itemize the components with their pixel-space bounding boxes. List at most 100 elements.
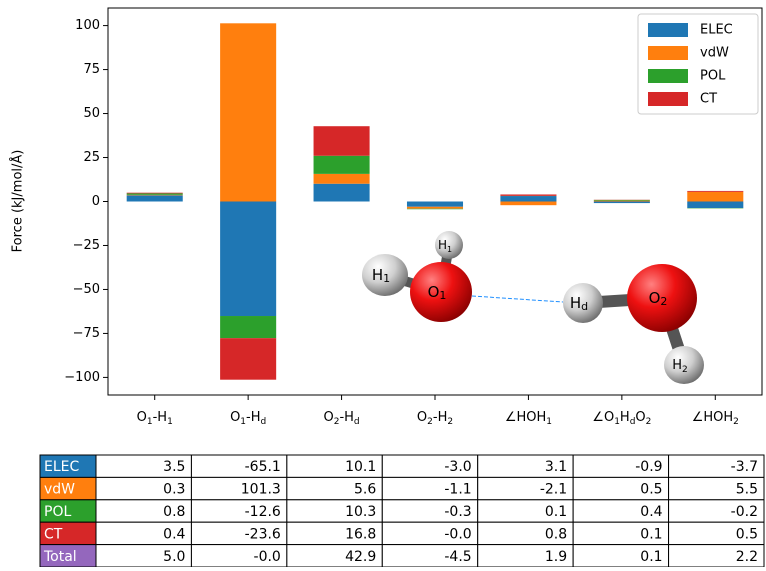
legend-label: ELEC [700, 23, 733, 38]
bar [220, 316, 276, 338]
legend-label: CT [700, 92, 717, 107]
bar [687, 192, 743, 202]
label-part: O [649, 289, 661, 307]
bar [407, 209, 463, 210]
cell-value: -12.6 [245, 504, 281, 520]
label-part: O [230, 410, 240, 425]
legend-label: vdW [700, 46, 729, 61]
cell-value: -1.1 [444, 482, 471, 498]
subscript: d [354, 417, 360, 427]
bar [500, 194, 556, 195]
cell-value: -0.0 [254, 549, 281, 565]
cell-value: 0.4 [640, 504, 662, 520]
legend-swatch [648, 23, 688, 37]
x-tick-label: O2-H2 [417, 410, 453, 427]
cell-value: 16.8 [345, 526, 376, 542]
bar [687, 202, 743, 209]
subscript: 1 [167, 417, 173, 427]
bar [314, 156, 370, 174]
bar [220, 23, 276, 201]
x-tick-label: ∠HOH2 [692, 410, 739, 427]
x-tick-label: ∠HOH1 [505, 410, 552, 427]
x-tick-label: ∠O1HdO2 [592, 410, 651, 427]
bar [220, 202, 276, 317]
y-axis-label: Force (kJ/mol/Å) [10, 150, 26, 253]
label-part: -H [433, 410, 447, 425]
cell-value: 0.8 [163, 504, 185, 520]
label-part: H [438, 238, 447, 252]
bar [407, 202, 463, 207]
y-tick-label: 0 [92, 194, 100, 209]
cell-value: 0.4 [163, 526, 185, 542]
x-tick-label: O1-Hd [230, 410, 266, 427]
subscript: d [261, 417, 267, 427]
cell-value: -2.1 [540, 482, 567, 498]
bar [594, 200, 650, 201]
bar [594, 201, 650, 202]
cell-value: 5.6 [354, 482, 376, 498]
label-part: O [428, 283, 440, 301]
bar [127, 195, 183, 201]
cell-value: -0.2 [731, 504, 758, 520]
cell-value: 1.9 [545, 549, 567, 565]
label-part: O [323, 410, 333, 425]
cell-value: -0.9 [635, 459, 662, 475]
bar [127, 193, 183, 194]
bar [314, 174, 370, 184]
hydrogen-bond [472, 296, 563, 302]
cell-value: 101.3 [241, 482, 281, 498]
bar [127, 195, 183, 196]
label-part: ∠HOH [505, 410, 546, 425]
y-tick-label: −25 [73, 238, 100, 253]
row-label: vdW [44, 482, 75, 498]
x-tick-label: O2-Hd [323, 410, 359, 427]
label-part: -H [246, 410, 260, 425]
subscript: 2 [660, 295, 667, 308]
cell-value: -3.7 [731, 459, 758, 475]
cell-value: 2.2 [736, 549, 758, 565]
row-label: ELEC [44, 459, 79, 475]
label-part: H [372, 266, 383, 284]
label-part: ∠O [592, 410, 614, 425]
cell-value: 0.1 [545, 504, 567, 520]
cell-value: 0.8 [545, 526, 567, 542]
label-part: ∠HOH [692, 410, 733, 425]
cell-value: 42.9 [345, 549, 376, 565]
subscript: 1 [383, 272, 390, 285]
label-part: H [570, 294, 581, 312]
subscript: d [581, 300, 588, 313]
legend-swatch [648, 69, 688, 83]
label-part: H [620, 410, 630, 425]
legend-swatch [648, 46, 688, 60]
cell-value: -23.6 [245, 526, 281, 542]
label-part: O [417, 410, 427, 425]
cell-value: 10.3 [345, 504, 376, 520]
chart: Force (kJ/mol/Å) −100−75−50−250255075100… [0, 0, 766, 567]
y-tick-label: 25 [83, 150, 100, 165]
subscript: 1 [447, 245, 452, 254]
cell-value: -65.1 [245, 459, 281, 475]
cell-value: 0.5 [640, 482, 662, 498]
label-part: O [137, 410, 147, 425]
subscript: 2 [646, 417, 652, 427]
cell-value: -3.0 [444, 459, 471, 475]
cell-value: -4.5 [444, 549, 471, 565]
cell-value: 5.0 [163, 549, 185, 565]
y-tick-label: 50 [83, 106, 100, 121]
y-tick-label: 75 [83, 62, 100, 77]
y-tick-label: 100 [75, 18, 100, 33]
bar [314, 184, 370, 202]
label-part: O [635, 410, 645, 425]
cell-value: 10.1 [345, 459, 376, 475]
subscript: 2 [447, 417, 453, 427]
cell-value: 0.3 [163, 482, 185, 498]
bar [407, 207, 463, 209]
cell-value: 0.5 [736, 526, 758, 542]
y-tick-label: −100 [64, 370, 100, 385]
cell-value: 5.5 [736, 482, 758, 498]
label-part: -H [339, 410, 353, 425]
row-label: Total [43, 549, 77, 565]
subscript: 2 [733, 417, 739, 427]
